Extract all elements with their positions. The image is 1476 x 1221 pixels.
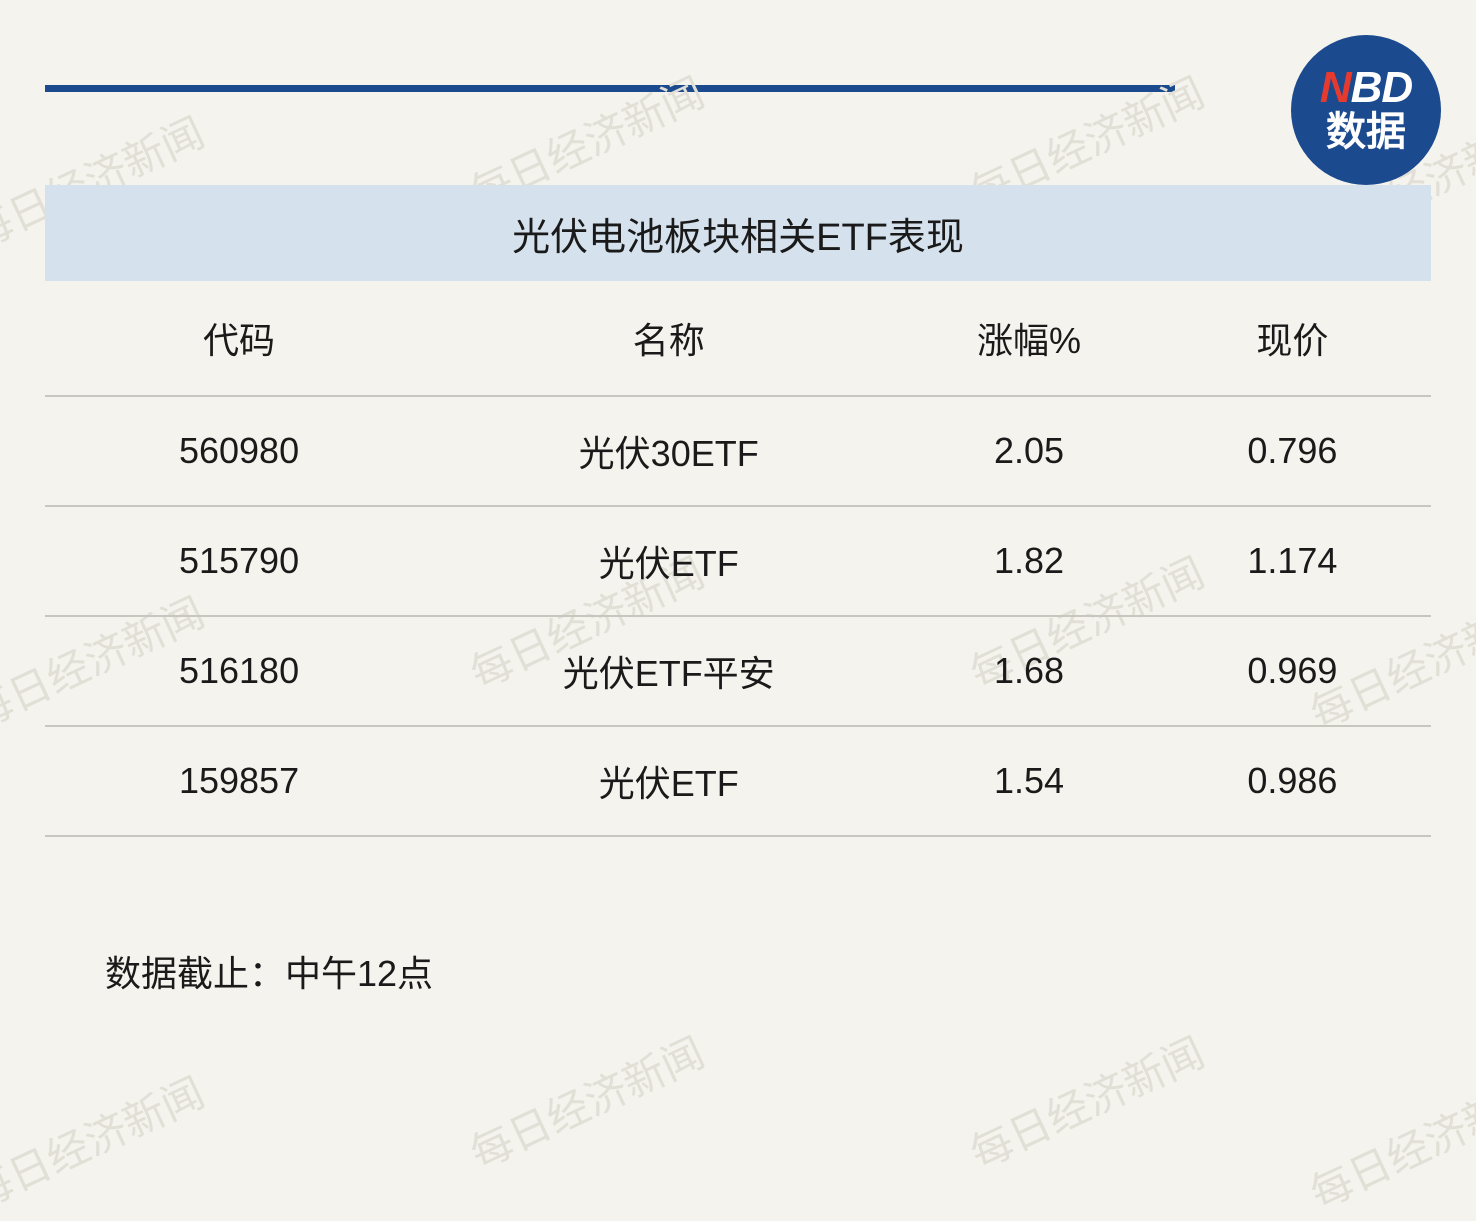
- table-row: 516180 光伏ETF平安 1.68 0.969: [45, 616, 1431, 726]
- logo-text-top: NBD: [1320, 66, 1412, 110]
- etf-table: 代码 名称 涨幅% 现价 560980 光伏30ETF 2.05 0.796 5…: [45, 281, 1431, 837]
- cell-price: 0.796: [1154, 396, 1431, 506]
- cell-price: 1.174: [1154, 506, 1431, 616]
- watermark-text: 每日经济新闻: [0, 1060, 213, 1221]
- cell-code: 516180: [45, 616, 433, 726]
- watermark-text: 每日经济新闻: [959, 1020, 1213, 1182]
- table-header-row: 代码 名称 涨幅% 现价: [45, 281, 1431, 396]
- col-header-name: 名称: [433, 281, 904, 396]
- nbd-logo-badge: NBD 数据: [1291, 35, 1441, 185]
- cell-price: 0.969: [1154, 616, 1431, 726]
- logo-letter-n: N: [1320, 63, 1351, 112]
- table-row: 515790 光伏ETF 1.82 1.174: [45, 506, 1431, 616]
- data-cutoff-note: 数据截止：中午12点: [105, 945, 433, 997]
- cell-name: 光伏30ETF: [433, 396, 904, 506]
- cell-change: 1.54: [904, 726, 1153, 836]
- table-body: 560980 光伏30ETF 2.05 0.796 515790 光伏ETF 1…: [45, 396, 1431, 836]
- col-header-code: 代码: [45, 281, 433, 396]
- logo-text-bottom: 数据: [1326, 110, 1406, 154]
- cell-change: 1.68: [904, 616, 1153, 726]
- table-row: 560980 光伏30ETF 2.05 0.796: [45, 396, 1431, 506]
- col-header-price: 现价: [1154, 281, 1431, 396]
- cell-name: 光伏ETF: [433, 726, 904, 836]
- cell-price: 0.986: [1154, 726, 1431, 836]
- table-header: 代码 名称 涨幅% 现价: [45, 281, 1431, 396]
- cell-change: 2.05: [904, 396, 1153, 506]
- cell-code: 159857: [45, 726, 433, 836]
- etf-table-container: 光伏电池板块相关ETF表现 代码 名称 涨幅% 现价 560980 光伏30ET…: [45, 185, 1431, 837]
- logo-letters-bd: BD: [1351, 63, 1413, 112]
- watermark-text: 每日经济新闻: [1299, 1060, 1476, 1221]
- table-title: 光伏电池板块相关ETF表现: [45, 185, 1431, 281]
- cell-name: 光伏ETF平安: [433, 616, 904, 726]
- table-row: 159857 光伏ETF 1.54 0.986: [45, 726, 1431, 836]
- col-header-change: 涨幅%: [904, 281, 1153, 396]
- top-accent-bar: [45, 85, 1175, 92]
- cell-name: 光伏ETF: [433, 506, 904, 616]
- cell-code: 515790: [45, 506, 433, 616]
- watermark-text: 每日经济新闻: [459, 1020, 713, 1182]
- cell-code: 560980: [45, 396, 433, 506]
- cell-change: 1.82: [904, 506, 1153, 616]
